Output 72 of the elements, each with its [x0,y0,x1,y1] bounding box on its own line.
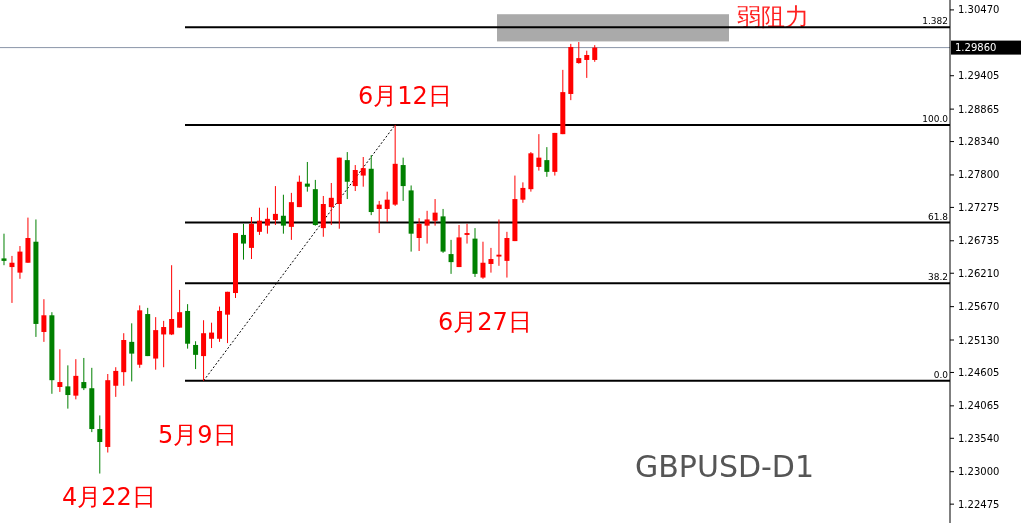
candlestick [256,207,262,236]
ref-line-label: 1.29860 [955,42,997,54]
annotation: 4月22日 [62,483,156,511]
candlestick [344,151,350,200]
candlestick [9,255,15,304]
candlestick [384,191,390,223]
annotation: 1.382 [922,16,948,27]
candlestick [376,200,382,234]
candlestick [177,289,183,329]
candlestick [536,133,542,172]
annotation: 6月12日 [358,82,452,110]
candlestick [97,414,103,475]
y-tick-label: 1.28865 [958,103,1000,115]
candlestick [448,239,454,275]
y-tick-label: 1.26735 [958,235,1000,247]
candlestick [480,241,486,280]
candlestick [504,231,510,279]
candlestick [352,164,358,192]
y-tick-label: 1.27800 [958,169,1000,181]
candlestick [225,291,231,344]
candlestick [280,194,286,235]
candlestick [81,357,87,391]
candlestick [169,264,175,336]
candlestick [328,182,334,226]
annotation: 0.0 [933,369,949,380]
y-tick-label: 1.29405 [958,70,1000,82]
annotation: 61.8 [927,211,949,222]
candlestick [272,185,278,226]
candlestick [464,223,470,245]
y-tick-label: 1.27275 [958,201,1000,213]
candlestick [488,247,494,274]
candlestick [360,156,366,188]
annotation: GBPUSD-D1 [635,449,815,484]
candlestick [193,340,199,370]
candlestick [201,319,207,382]
y-tick-label: 1.26210 [958,267,1000,279]
y-tick-label: 1.23000 [958,466,1000,478]
candlestick [424,210,430,245]
candlestick [496,218,502,267]
candlestick [544,146,550,178]
candlestick [113,366,119,398]
candlestick [416,217,422,252]
y-tick-label: 1.25130 [958,334,1000,346]
candlestick [240,223,246,261]
candlestick [57,348,63,393]
y-tick-label: 1.28340 [958,136,1000,148]
candlestick [400,157,406,202]
candlestick [65,364,71,410]
annotation: 6月27日 [438,308,532,336]
candlestick [17,245,23,280]
y-tick-label: 1.22475 [958,498,1000,510]
candlestick [129,322,135,382]
candlestick [161,320,167,368]
candlestick [576,41,582,65]
y-tick-label: 1.30470 [958,4,1000,16]
candlestick [264,207,270,235]
candlestick [584,50,590,79]
candlestick [73,358,79,400]
annotation: 100.0 [922,113,949,124]
candlestick [432,198,438,227]
candlestick [1,233,7,266]
candlestick [41,298,47,343]
annotation: 38.2 [927,272,948,283]
y-tick-label: 1.25670 [958,301,1000,313]
candlestick [304,161,310,193]
y-tick-label: 1.24605 [958,366,1000,378]
candlestick [520,181,526,204]
candlestick [209,322,215,349]
y-tick-label: 1.23540 [958,432,1000,444]
band-label: 弱阻力 [737,3,809,31]
y-tick-label: 1.24065 [958,400,1000,412]
annotation: 5月9日 [158,421,237,449]
